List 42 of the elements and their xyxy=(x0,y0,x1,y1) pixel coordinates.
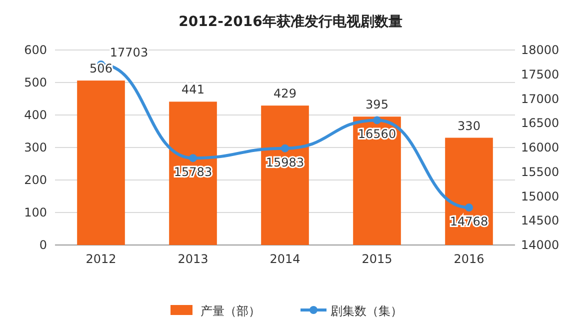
data-label: 16560 xyxy=(358,127,396,142)
bar xyxy=(261,106,309,245)
point xyxy=(465,204,473,212)
bar xyxy=(77,80,125,245)
y2-tick-label: 16000 xyxy=(521,140,560,154)
y2-tick-label: 18000 xyxy=(521,43,560,57)
y2-tick-label: 16500 xyxy=(521,116,560,130)
data-label: 15783 xyxy=(174,165,212,180)
chart-title: 2012-2016年获准发行电视剧数量 xyxy=(178,13,402,30)
bar xyxy=(169,102,217,245)
data-label: 330 xyxy=(458,118,480,133)
bar xyxy=(445,138,493,245)
data-label: 429 xyxy=(274,86,296,101)
bar xyxy=(353,116,401,245)
x-tick-label: 2016 xyxy=(454,252,484,266)
y2-tick-label: 17000 xyxy=(521,92,560,106)
y2-tick-label: 14500 xyxy=(521,214,560,228)
y-tick-label: 200 xyxy=(24,173,47,187)
x-tick-label: 2013 xyxy=(178,252,208,266)
y-tick-label: 100 xyxy=(24,206,47,220)
point xyxy=(373,116,381,124)
y2-tick-label: 15000 xyxy=(521,189,560,204)
data-label: 17703 xyxy=(110,45,148,60)
x-tick-label: 2015 xyxy=(362,252,392,266)
data-label: 395 xyxy=(366,98,388,112)
y-tick-label: 600 xyxy=(24,43,47,57)
y-tick-label: 0 xyxy=(39,238,47,252)
legend-label: 剧集数（集） xyxy=(330,304,402,318)
y-tick-label: 400 xyxy=(24,108,47,122)
legend-label: 产量（部） xyxy=(200,304,260,318)
x-tick-label: 2014 xyxy=(270,252,300,266)
y2-tick-label: 15500 xyxy=(521,164,560,179)
y2-tick-label: 17500 xyxy=(521,67,560,82)
data-label: 441 xyxy=(182,82,204,97)
y2-tick-label: 14000 xyxy=(521,238,560,252)
data-label: 14768 xyxy=(450,214,488,229)
point xyxy=(189,154,197,162)
x-tick-label: 2012 xyxy=(86,252,116,266)
y-tick-label: 300 xyxy=(24,140,47,154)
y-tick-label: 500 xyxy=(24,76,47,90)
data-label: 15983 xyxy=(266,155,304,170)
point xyxy=(281,144,289,152)
